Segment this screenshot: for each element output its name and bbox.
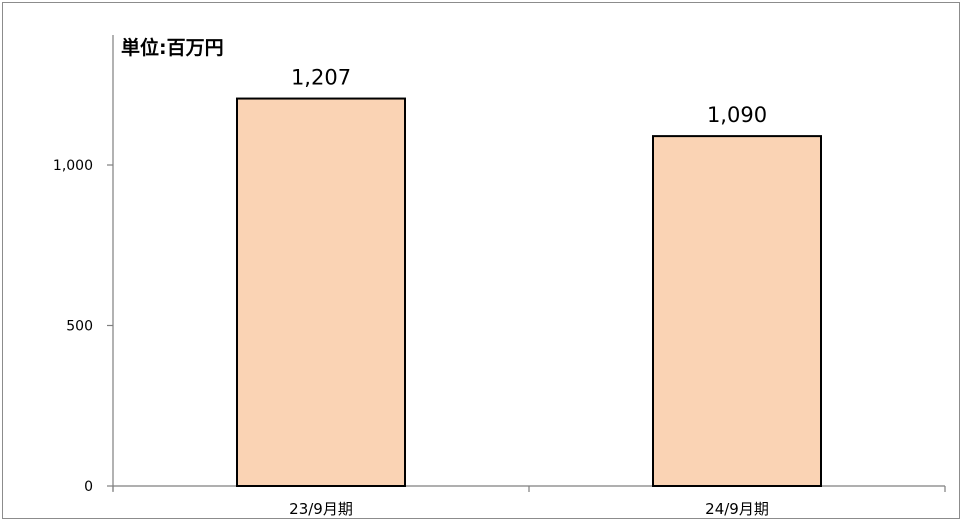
category-label: 24/9月期: [705, 500, 769, 518]
bars: [236, 97, 822, 488]
y-tick-label: 1,000: [53, 158, 93, 174]
y-tick-label: 500: [66, 319, 93, 335]
category-label: 23/9月期: [289, 500, 353, 518]
y-ticks: 0 500 1,000: [53, 158, 113, 495]
bar-value-label: 1,207: [291, 66, 351, 90]
data-labels: 1,207 1,090: [291, 66, 767, 128]
unit-label: 単位:百万円: [121, 36, 224, 59]
bar: [652, 135, 822, 488]
y-tick-label: 0: [84, 479, 93, 495]
bar-value-label: 1,090: [707, 103, 767, 127]
bar: [236, 97, 406, 487]
x-ticks: 23/9月期 24/9月期: [112, 486, 946, 518]
